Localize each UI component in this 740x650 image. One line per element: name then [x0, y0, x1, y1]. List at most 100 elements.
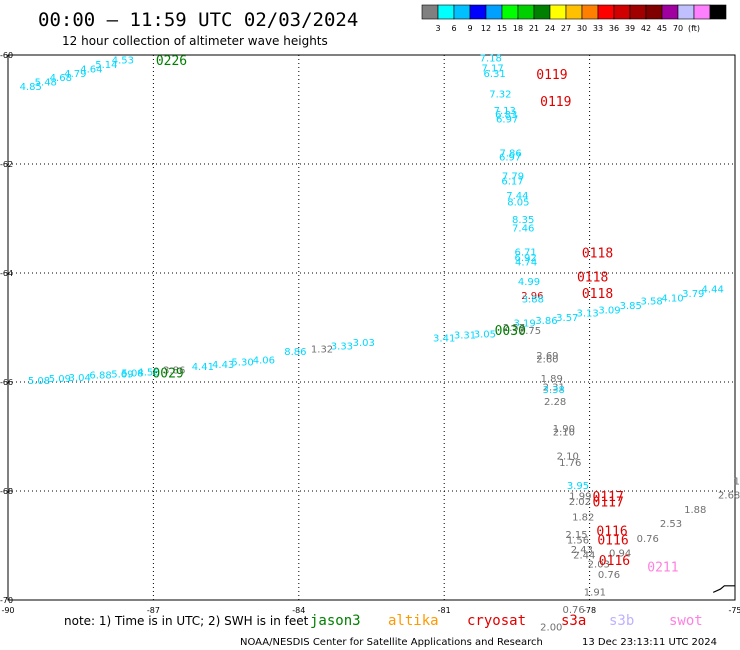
data-labels: 4.855.484.684.794.645.144.53 7.187.176.31…	[20, 54, 740, 634]
wave-height-label: 4.44	[702, 285, 724, 296]
legend-item-swot: swot	[669, 613, 703, 629]
wave-height-label: 3.79	[682, 289, 704, 300]
timestamp-text: 13 Dec 23:13:11 UTC 2024	[582, 637, 717, 648]
x-tick-label: -90	[1, 606, 14, 615]
wave-height-label: 6.97	[496, 115, 518, 126]
note-text: note: 1) Time is in UTC; 2) SWH is in fe…	[64, 614, 309, 628]
wave-height-label: 1.90	[553, 424, 575, 435]
wave-height-label: 4.43	[212, 360, 234, 371]
wave-height-label: 0.94	[609, 548, 631, 559]
plot-frame	[7, 54, 736, 601]
color-scale-label: 45	[657, 24, 667, 33]
wave-height-label: 4.99	[518, 277, 540, 288]
wave-height-label: 1.91	[584, 588, 606, 599]
wave-height-label: 1.82	[572, 512, 594, 523]
pass-time-label: 0118	[582, 287, 613, 302]
wave-height-label: 2.10	[557, 451, 579, 462]
pass-time-label: 0029	[152, 367, 183, 382]
wave-height-label: 4.79	[64, 69, 86, 80]
legend-item-s3a: s3a	[561, 613, 586, 629]
wave-height-label: 5.14	[95, 60, 117, 71]
wave-height-label: 2.75	[519, 326, 541, 337]
color-swatch	[501, 4, 519, 20]
color-swatch	[437, 4, 455, 20]
color-swatch	[581, 4, 599, 20]
wave-height-label: 2.15	[565, 530, 587, 541]
color-scale-label: 12	[481, 24, 491, 33]
pass-time-label: 0116	[599, 554, 630, 569]
color-swatch	[565, 4, 583, 20]
pass-time-label: 0030	[495, 324, 526, 339]
wave-height-label: 2.28	[544, 397, 566, 408]
pass-time-label: 0119	[540, 95, 571, 110]
color-swatch	[469, 4, 487, 20]
wave-height-label: 6.97	[499, 153, 521, 164]
color-scale-label: 39	[625, 24, 635, 33]
wave-height-label: 3.31	[454, 330, 476, 341]
wave-height-label: 2.96	[521, 291, 543, 302]
wave-height-label: 0.76	[637, 534, 659, 545]
wave-height-label: 8.86	[284, 347, 306, 358]
wave-height-label: 1.7	[734, 476, 740, 487]
wave-height-label: 3.86	[163, 365, 185, 376]
wave-height-label: 4.64	[80, 64, 102, 75]
wave-height-label: 6.71	[514, 248, 536, 259]
y-tick-label: -64	[0, 269, 13, 278]
color-swatch	[597, 4, 615, 20]
color-scale-label: 6	[451, 24, 456, 33]
y-tick-label: -62	[0, 160, 13, 169]
pass-time-label: 0116	[596, 525, 627, 540]
pass-time-label: 0118	[577, 271, 608, 286]
wave-height-label: 3.88	[522, 294, 544, 305]
wave-height-label: 5.30	[231, 358, 253, 369]
wave-height-label: 1.88	[684, 505, 706, 516]
color-swatch	[613, 4, 631, 20]
wave-height-label: 2.69	[536, 351, 558, 362]
wave-height-label: 1.99	[569, 492, 591, 503]
wave-height-label: 2.43	[571, 545, 593, 556]
color-scale-label: 18	[513, 24, 523, 33]
x-tick-label: -87	[147, 606, 160, 615]
x-tick-label: -84	[292, 606, 305, 615]
wave-height-label: 2.31	[543, 383, 565, 394]
color-scale-label: 70	[673, 24, 683, 33]
wave-height-label: 3.86	[535, 316, 557, 327]
pass-time-label: 0211	[647, 561, 678, 576]
wave-height-label: 2.03	[588, 559, 610, 570]
wave-height-label: 4.74	[515, 257, 537, 268]
wave-height-label: 5.69	[111, 370, 133, 381]
wave-height-label: 7.13	[494, 106, 516, 117]
legend-item-altika: altika	[388, 613, 439, 629]
wave-height-label: 2.57	[503, 323, 525, 334]
wave-height-label: 4.85	[20, 82, 42, 93]
pass-time-label: 0118	[582, 247, 613, 262]
wave-height-label: 7.18	[480, 54, 502, 65]
wave-height-label: 3.33	[331, 341, 353, 352]
credit-text: NOAA/NESDIS Center for Satellite Applica…	[240, 637, 543, 648]
wave-height-label: 6.17	[501, 177, 523, 188]
wave-height-label: 3.95	[567, 481, 589, 492]
color-swatch	[645, 4, 663, 20]
color-scale-label: 33	[593, 24, 603, 33]
wave-height-label: 3.38	[543, 385, 565, 396]
chart-subtitle: 12 hour collection of altimeter wave hei…	[62, 34, 328, 48]
wave-height-label: 4.06	[253, 355, 275, 366]
x-tick-label: -78	[583, 606, 596, 615]
wave-height-label: 7.46	[512, 224, 534, 235]
wave-height-label: 2.02	[569, 497, 591, 508]
color-scale-label: 36	[609, 24, 619, 33]
wave-height-label: 3.05	[474, 329, 496, 340]
wave-height-label: 2.10	[553, 427, 575, 438]
color-swatch	[549, 4, 567, 20]
wave-height-label: 3.19	[514, 318, 536, 329]
axis-ticks: -90 -87 -84 -81 -78 -75 -60 -62 -64 -66 -68 -70	[0, 51, 740, 615]
color-scale-label: 30	[577, 24, 587, 33]
color-swatch	[453, 4, 471, 20]
wave-height-label: 1.56	[567, 535, 589, 546]
color-scale-label: 42	[641, 24, 651, 33]
wave-height-label: 2.60	[536, 354, 558, 365]
color-scale: 3 6 9 12 15 18 21 24 27 30 33 36 39 42 45 70 (ft)	[421, 4, 727, 33]
wave-height-label: 4.41	[192, 362, 214, 373]
color-swatch	[629, 4, 647, 20]
